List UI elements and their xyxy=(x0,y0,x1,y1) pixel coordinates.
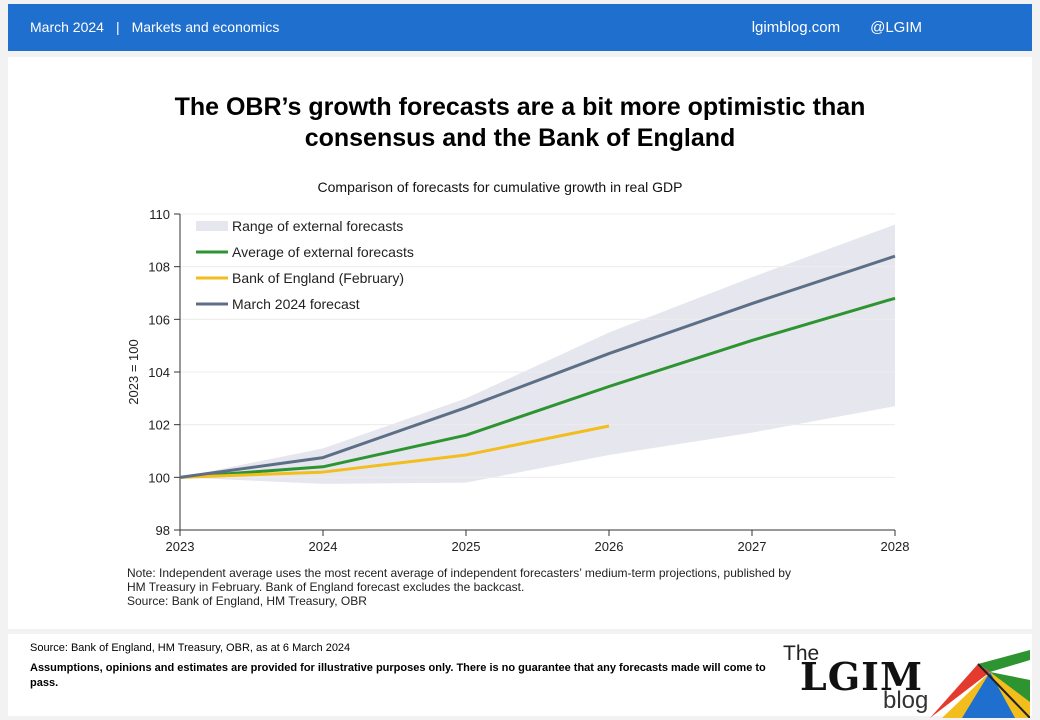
x-tick-label: 2026 xyxy=(595,539,624,554)
footer-source: Source: Bank of England, HM Treasury, OB… xyxy=(30,642,351,654)
note-line-3: Source: Bank of England, HM Treasury, OB… xyxy=(127,594,367,608)
x-tick-label: 2027 xyxy=(738,539,767,554)
top-bar: March 2024 | Markets and economics lgimblo… xyxy=(8,4,1032,51)
note-line-1: Note: Independent average uses the most … xyxy=(127,566,791,580)
site-link[interactable]: lgimblog.com xyxy=(751,19,841,36)
lgim-blog-logo[interactable]: The LGIM blog xyxy=(780,642,1030,718)
footer: Source: Bank of England, HM Treasury, OB… xyxy=(8,634,1032,716)
header-separator: | xyxy=(115,19,120,35)
y-tick-label: 100 xyxy=(148,470,170,485)
series-line xyxy=(179,296,896,479)
twitter-handle-link[interactable]: @LGIM xyxy=(870,19,922,36)
footer-disclaimer: Assumptions, opinions and estimates are … xyxy=(30,662,766,689)
series-line xyxy=(179,254,896,479)
y-tick-label: 108 xyxy=(148,260,170,275)
legend-label: Range of external forecasts xyxy=(232,218,403,234)
legend-label: Bank of England (February) xyxy=(232,270,404,286)
header-category[interactable]: Markets and economics xyxy=(131,19,280,35)
y-axis-label: 2023 = 100 xyxy=(126,339,141,404)
forecast-chart: 98 100 102 104 106 108 110 2023 2024 2025 2026 2027… xyxy=(126,207,910,554)
x-tick-label: 2025 xyxy=(452,539,481,554)
series-line xyxy=(179,424,610,479)
y-tick-label: 98 xyxy=(156,523,170,538)
chart-subtitle: Comparison of forecasts for cumulative g… xyxy=(317,179,683,195)
title-line-1: The OBR’s growth forecasts are a bit mor… xyxy=(174,93,866,121)
header-date: March 2024 xyxy=(30,19,104,35)
x-tick-label: 2023 xyxy=(166,539,195,554)
header-left: March 2024 | Markets and economics xyxy=(30,19,279,35)
header-right: lgimblog.com @LGIM xyxy=(752,19,922,36)
forecast-range-band xyxy=(180,224,895,484)
legend-swatch xyxy=(196,221,228,231)
y-tick-label: 110 xyxy=(149,207,170,222)
logo-lgim: LGIM xyxy=(800,654,924,699)
legend-label: Average of external forecasts xyxy=(232,244,414,260)
note-line-2: HM Treasury in February. Bank of England… xyxy=(127,580,525,594)
chart-note: Note: Independent average uses the most … xyxy=(127,566,791,608)
title-line-2: consensus and the Bank of England xyxy=(304,124,736,152)
y-tick-label: 106 xyxy=(148,312,170,327)
y-tick-label: 104 xyxy=(148,365,170,380)
page-title: The OBR’s growth forecasts are a bit mor… xyxy=(0,92,1040,154)
logo-blog: blog xyxy=(883,687,929,714)
umbrella-icon xyxy=(930,650,1030,718)
x-tick-label: 2028 xyxy=(881,539,910,554)
x-tick-label: 2024 xyxy=(309,539,338,554)
legend-label: March 2024 forecast xyxy=(232,296,360,312)
y-tick-label: 102 xyxy=(148,418,170,433)
logo-the: The xyxy=(783,642,820,665)
